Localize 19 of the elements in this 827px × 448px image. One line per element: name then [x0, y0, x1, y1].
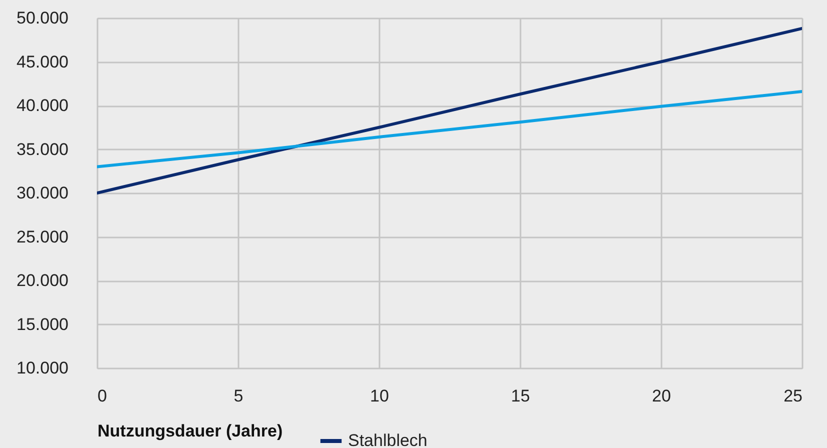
x-tick-label: 20 [652, 386, 671, 406]
y-tick-label: 40.000 [16, 96, 68, 115]
legend-label: Stahlblech [348, 431, 428, 448]
y-tick-label: 20.000 [16, 271, 68, 290]
y-tick-label: 50.000 [16, 8, 68, 28]
x-tick-label: 25 [784, 386, 802, 406]
x-axis-title: Nutzungsdauer (Jahre) [98, 422, 283, 440]
x-tick-label: 10 [370, 386, 389, 406]
x-tick-label: 15 [511, 386, 530, 406]
x-tick-label: 0 [98, 386, 107, 406]
y-tick-label: 35.000 [16, 140, 68, 159]
y-tick-label: 30.000 [16, 184, 68, 202]
x-tick-label: 5 [234, 386, 244, 406]
y-tick-label: 45.000 [16, 52, 68, 72]
y-tick-label: 25.000 [16, 227, 68, 246]
line-series [97, 90, 802, 168]
y-tick-label: 15.000 [16, 314, 68, 334]
y-tick-label: 10.000 [16, 358, 68, 378]
line-series [97, 27, 802, 194]
